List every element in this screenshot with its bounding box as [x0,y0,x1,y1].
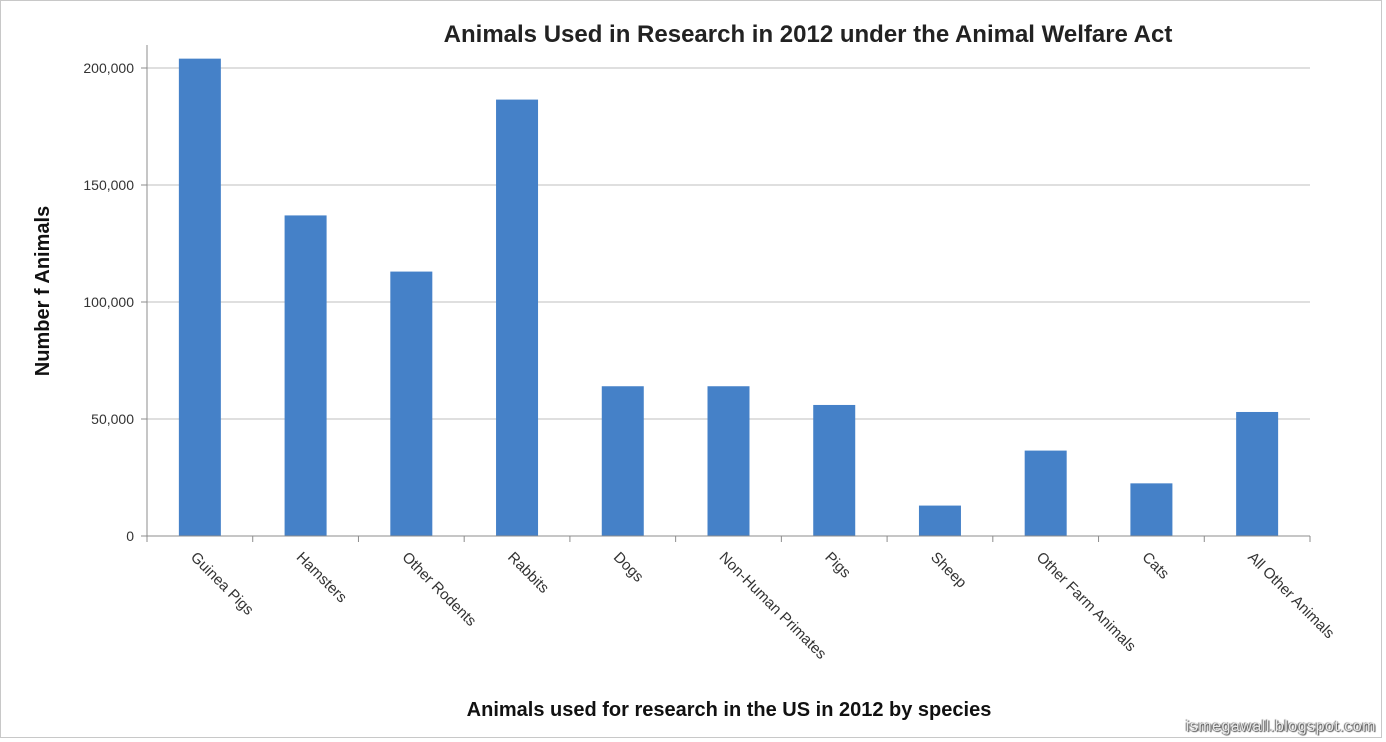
axes [141,45,1311,542]
bar [707,386,750,536]
bar [918,505,961,536]
x-tick-label: Sheep [927,549,970,592]
x-tick-label: Rabbits [504,549,552,597]
bar [284,215,327,537]
bar [496,99,539,536]
y-tick-label: 150,000 [83,177,134,193]
bar [390,271,433,536]
x-tick-label: Non-Human Primates [716,549,830,663]
bar [1236,411,1279,536]
y-tick-label: 50,000 [91,411,134,427]
x-tick-label: Cats [1139,549,1173,583]
y-tick-labels: 0 50,000 100,000 150,000 200,000 [83,60,134,544]
x-tick-label: Hamsters [293,549,350,606]
chart-title: Animals Used in Research in 2012 under t… [444,21,1173,48]
x-tick-label: Dogs [610,549,647,586]
y-axis-title: Number f Animals [32,206,54,376]
y-tick-label: 0 [126,528,134,544]
x-tick-label: Other Rodents [398,549,479,630]
x-tick-label: Pigs [821,549,854,582]
bar [601,386,644,536]
bar [178,58,221,536]
watermark-text: ismegawall.blogspot.com [1185,718,1376,735]
x-tick-label: Other Farm Animals [1033,549,1139,655]
x-tick-label: Guinea Pigs [187,549,257,619]
bars [178,58,1279,537]
bar [813,404,856,536]
y-tick-label: 100,000 [83,294,134,310]
x-axis-title: Animals used for research in the US in 2… [467,699,992,721]
y-tick-label: 200,000 [83,60,134,76]
bar [1024,450,1067,536]
x-tick-label: All Other Animals [1244,549,1337,642]
x-tick-labels: Guinea Pigs Hamsters Other Rodents Rabbits D… [187,549,1338,663]
bar [1130,483,1173,536]
